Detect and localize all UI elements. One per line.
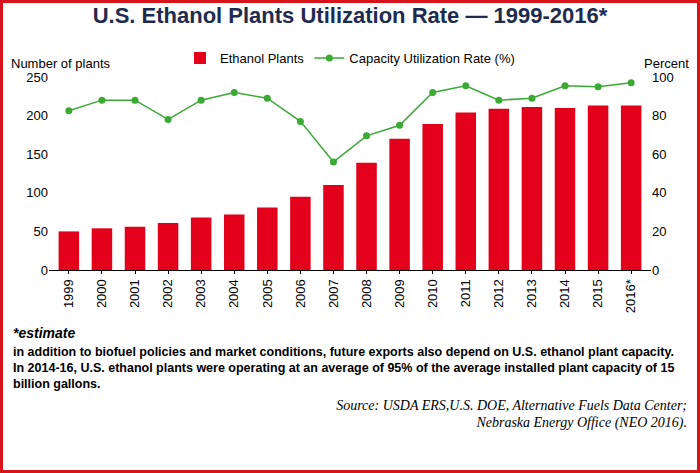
svg-text:2010: 2010 [425,279,440,308]
svg-text:2001: 2001 [127,279,142,308]
svg-text:200: 200 [26,108,48,123]
svg-text:150: 150 [26,147,48,162]
svg-text:2014: 2014 [557,279,572,308]
svg-text:2008: 2008 [359,279,374,308]
svg-text:2007: 2007 [326,279,341,308]
html-text:*estimate: *estimate [13,325,76,341]
svg-text:80: 80 [652,108,666,123]
svg-text:Capacity Utilization Rate (%): Capacity Utilization Rate (%) [349,51,514,66]
svg-text:1999: 1999 [61,279,76,308]
svg-text:2006: 2006 [293,279,308,308]
svg-text:0: 0 [652,263,659,278]
svg-text:2002: 2002 [160,279,175,308]
svg-text:2013: 2013 [524,279,539,308]
svg-text:2000: 2000 [94,279,109,308]
svg-text:2009: 2009 [392,279,407,308]
svg-text:50: 50 [34,224,48,239]
svg-text:0: 0 [41,263,48,278]
svg-text:60: 60 [652,147,666,162]
svg-text:Ethanol Plants: Ethanol Plants [220,51,304,66]
svg-text:100: 100 [652,70,674,85]
html-text:Nebraska Energy Office (NEO 20: Nebraska Energy Office (NEO 2016). [476,415,687,430]
html-text:Source: USDA ERS,U.S. DOE, Alt: Source: USDA ERS,U.S. DOE, Alternative F… [336,398,687,413]
svg-text:2003: 2003 [193,279,208,308]
svg-text:100: 100 [26,185,48,200]
svg-text:40: 40 [652,185,666,200]
svg-text:20: 20 [652,224,666,239]
svg-text:2015: 2015 [590,279,605,308]
svg-text:2011: 2011 [458,279,473,307]
svg-text:250: 250 [26,70,48,85]
svg-text:2005: 2005 [260,279,275,308]
svg-text:Number of plants: Number of plants [11,56,110,71]
svg-text:2004: 2004 [226,279,241,308]
svg-text:2012: 2012 [491,279,506,308]
svg-text:Percent: Percent [644,56,689,71]
svg-text:U.S. Ethanol Plants Utilizatio: U.S. Ethanol Plants Utilization Rate — 1… [93,3,608,28]
html-text:in addition to biofuel policie: in addition to biofuel policies and mark… [13,345,675,391]
svg-text:2016*: 2016* [623,279,638,313]
